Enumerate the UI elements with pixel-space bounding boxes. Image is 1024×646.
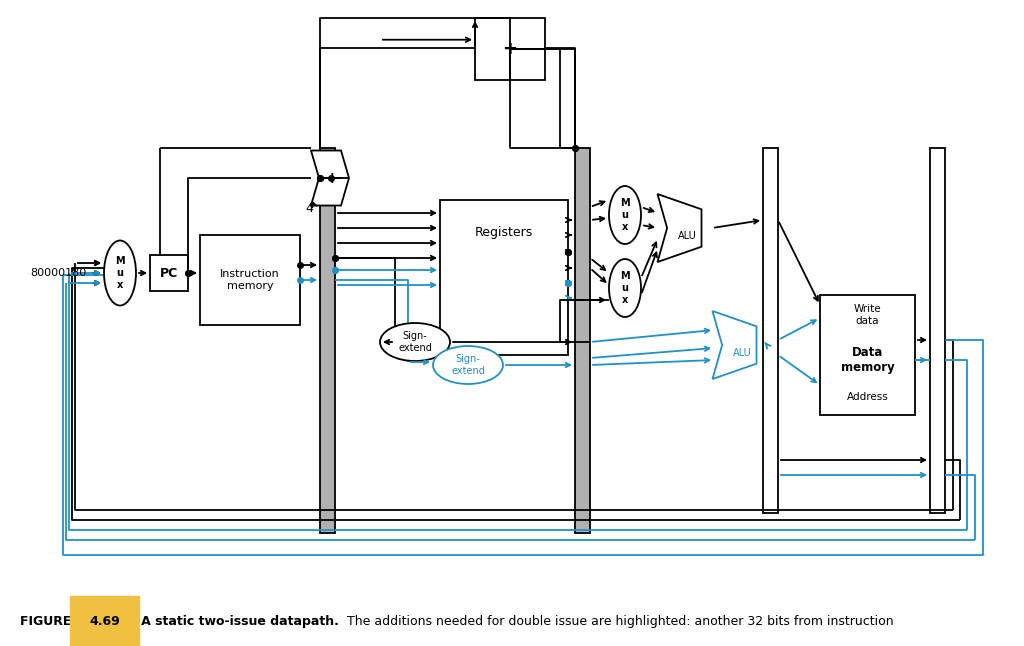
Bar — [820, 295, 915, 415]
Text: ALU: ALU — [732, 348, 752, 358]
Text: Instruction
memory: Instruction memory — [220, 269, 280, 291]
Polygon shape — [311, 151, 349, 205]
Polygon shape — [713, 311, 757, 379]
Text: 80000180: 80000180 — [30, 268, 86, 278]
Text: 4: 4 — [305, 202, 313, 214]
Text: Registers: Registers — [475, 225, 534, 238]
Ellipse shape — [104, 240, 136, 306]
Bar — [150, 255, 188, 291]
Text: The additions needed for double issue are highlighted: another 32 bits from inst: The additions needed for double issue ar… — [343, 615, 894, 628]
Bar — [930, 148, 945, 513]
Text: A static two-issue datapath.: A static two-issue datapath. — [128, 615, 339, 628]
Bar — [475, 18, 545, 80]
Ellipse shape — [380, 323, 450, 361]
Text: Write
data: Write data — [854, 304, 882, 326]
Text: M
u
x: M u x — [115, 256, 125, 289]
Bar — [319, 148, 335, 533]
Text: Sign-
extend: Sign- extend — [451, 354, 485, 376]
Bar — [575, 148, 590, 533]
Bar — [200, 235, 300, 325]
Text: +: + — [503, 40, 517, 58]
Text: PC: PC — [160, 267, 178, 280]
Ellipse shape — [609, 259, 641, 317]
Text: 4.69: 4.69 — [89, 615, 120, 628]
Text: +: + — [326, 171, 338, 185]
Bar — [440, 200, 568, 355]
Text: Address: Address — [847, 392, 889, 402]
Text: ALU: ALU — [678, 231, 696, 241]
Text: FIGURE: FIGURE — [20, 615, 76, 628]
Bar — [763, 148, 778, 513]
Polygon shape — [657, 194, 701, 262]
Ellipse shape — [609, 186, 641, 244]
Text: Data
memory: Data memory — [841, 346, 894, 374]
Text: M
u
x: M u x — [621, 271, 630, 305]
Text: M
u
x: M u x — [621, 198, 630, 232]
Ellipse shape — [433, 346, 503, 384]
Text: Sign-
extend: Sign- extend — [398, 331, 432, 353]
